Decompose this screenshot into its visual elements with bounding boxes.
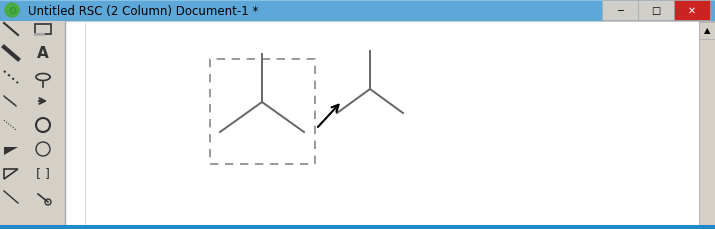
Bar — [0, 22, 65, 229]
Text: □: □ — [651, 6, 661, 16]
Text: Untitled RSC (2 Column) Document-1 *: Untitled RSC (2 Column) Document-1 * — [28, 5, 258, 17]
Text: ✕: ✕ — [688, 6, 696, 16]
Text: A: A — [37, 46, 49, 61]
Bar — [35, 25, 51, 35]
Bar — [699, 23, 715, 40]
Text: ─: ─ — [617, 6, 623, 16]
Bar — [638, 1, 674, 21]
Polygon shape — [4, 147, 18, 155]
Text: ▲: ▲ — [704, 26, 710, 35]
Bar — [210, 60, 315, 164]
Bar — [602, 1, 638, 21]
Text: ⊙: ⊙ — [8, 6, 16, 16]
Text: [ ]: [ ] — [36, 167, 50, 180]
Circle shape — [5, 4, 19, 18]
Bar — [65, 22, 699, 229]
Bar — [674, 1, 710, 21]
Bar — [0, 0, 715, 22]
Bar — [699, 22, 715, 229]
Bar — [0, 225, 715, 229]
